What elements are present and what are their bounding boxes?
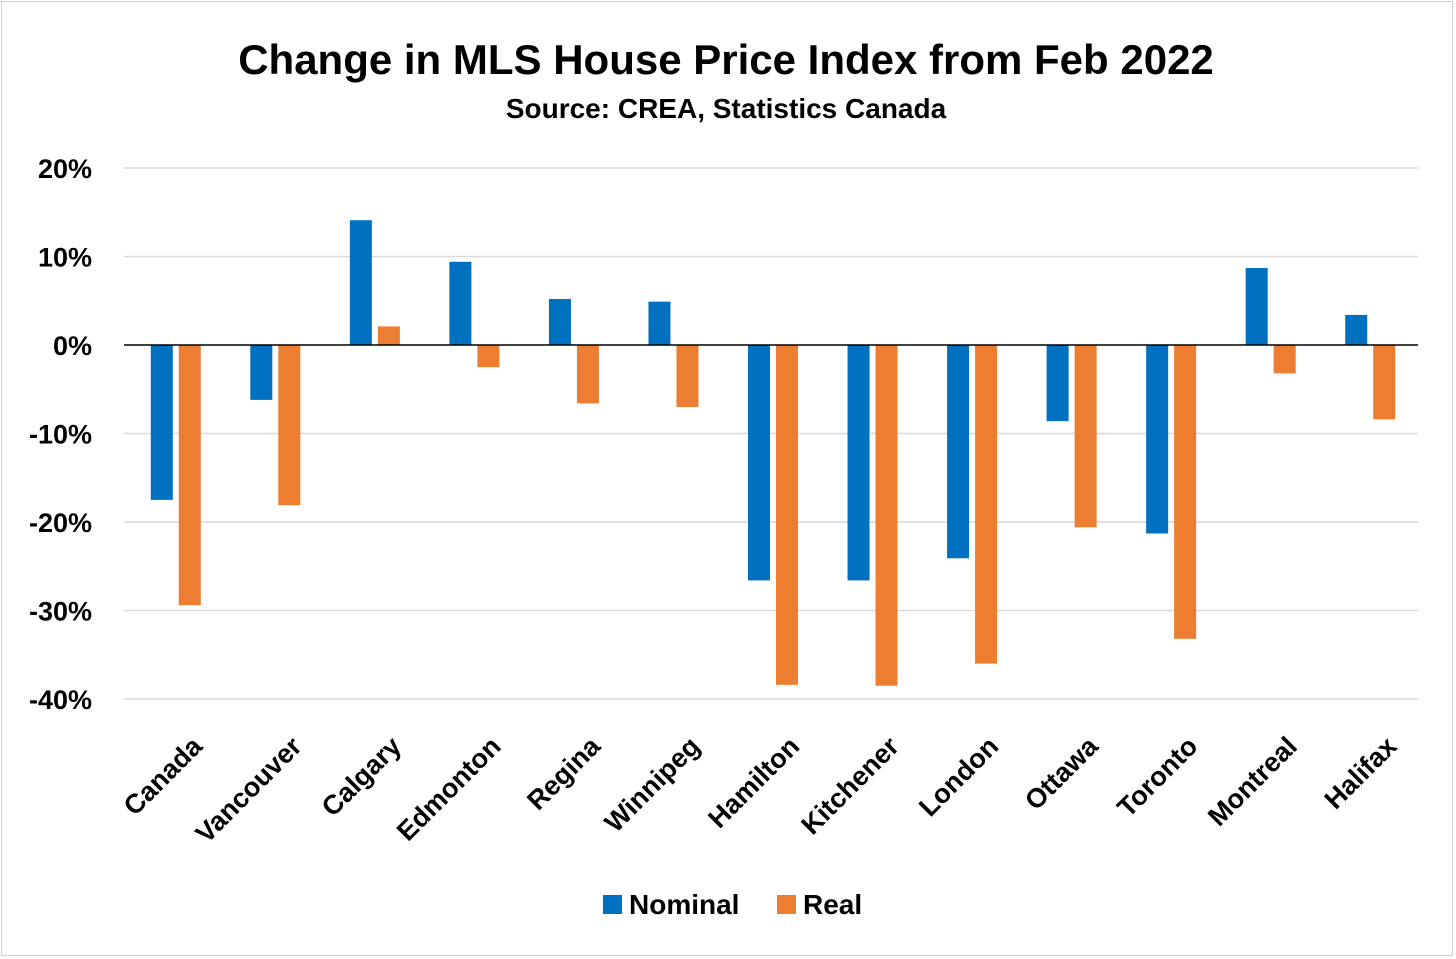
bar-real-montreal — [1273, 345, 1296, 374]
y-tick-label: -40% — [29, 685, 92, 715]
bar-nominal-calgary — [349, 220, 372, 345]
bar-nominal-toronto — [1146, 345, 1169, 534]
bar-nominal-vancouver — [250, 345, 273, 400]
x-tick-label: London — [913, 731, 1004, 822]
bar-real-kitchener — [875, 345, 898, 686]
y-tick-label: -30% — [29, 597, 92, 627]
bar-nominal-kitchener — [847, 345, 870, 581]
y-tick-label: 0% — [53, 331, 92, 361]
x-tick-label: Regina — [521, 730, 607, 816]
chart-subtitle: Source: CREA, Statistics Canada — [506, 93, 947, 124]
y-tick-label: -10% — [29, 420, 92, 450]
bar-nominal-hamilton — [748, 345, 770, 581]
bar-nominal-montreal — [1245, 268, 1268, 345]
bar-nominal-ottawa — [1046, 345, 1069, 422]
x-tick-label: Edmonton — [391, 731, 507, 847]
chart-title: Change in MLS House Price Index from Feb… — [238, 36, 1214, 83]
x-tick-label: Hamilton — [702, 731, 805, 834]
x-tick-label: Vancouver — [190, 731, 308, 849]
y-axis-ticks: 20% 10% 0% -10% -20% -30% -40% — [29, 154, 92, 715]
bar-real-edmonton — [477, 345, 500, 368]
legend-swatch-real — [777, 895, 796, 914]
bar-real-calgary — [377, 326, 400, 345]
x-tick-label: Winnipeg — [599, 731, 706, 838]
bar-real-london — [975, 345, 998, 664]
bar-nominal-winnipeg — [648, 301, 671, 345]
x-tick-label: Calgary — [316, 731, 407, 822]
y-tick-label: 20% — [38, 154, 92, 184]
x-tick-label: Kitchener — [795, 731, 905, 841]
y-tick-label: 10% — [38, 243, 92, 273]
bar-real-toronto — [1174, 345, 1197, 639]
bar-nominal-london — [947, 345, 970, 559]
legend-label-real: Real — [803, 889, 862, 920]
bar-nominal-canada — [150, 345, 173, 500]
bar-real-halifax — [1373, 345, 1396, 420]
legend-swatch-nominal — [603, 895, 622, 914]
x-tick-label: Montreal — [1202, 731, 1303, 832]
bar-nominal-regina — [548, 298, 571, 345]
legend-label-nominal: Nominal — [629, 889, 739, 920]
bar-real-ottawa — [1074, 345, 1097, 528]
bar-real-regina — [576, 345, 599, 404]
bars — [150, 220, 1396, 686]
legend: Nominal Real — [603, 889, 862, 920]
bar-real-winnipeg — [676, 345, 699, 407]
x-tick-label: Ottawa — [1019, 730, 1105, 816]
x-tick-label: Halifax — [1319, 731, 1403, 815]
bar-nominal-edmonton — [449, 261, 472, 345]
x-tick-label: Toronto — [1111, 731, 1203, 823]
bar-real-vancouver — [278, 345, 301, 506]
bar-real-hamilton — [776, 345, 798, 685]
bar-real-canada — [178, 345, 201, 606]
gridlines — [124, 167, 1418, 700]
x-tick-label: Canada — [118, 730, 209, 821]
y-tick-label: -20% — [29, 508, 92, 538]
bar-nominal-halifax — [1345, 314, 1368, 345]
